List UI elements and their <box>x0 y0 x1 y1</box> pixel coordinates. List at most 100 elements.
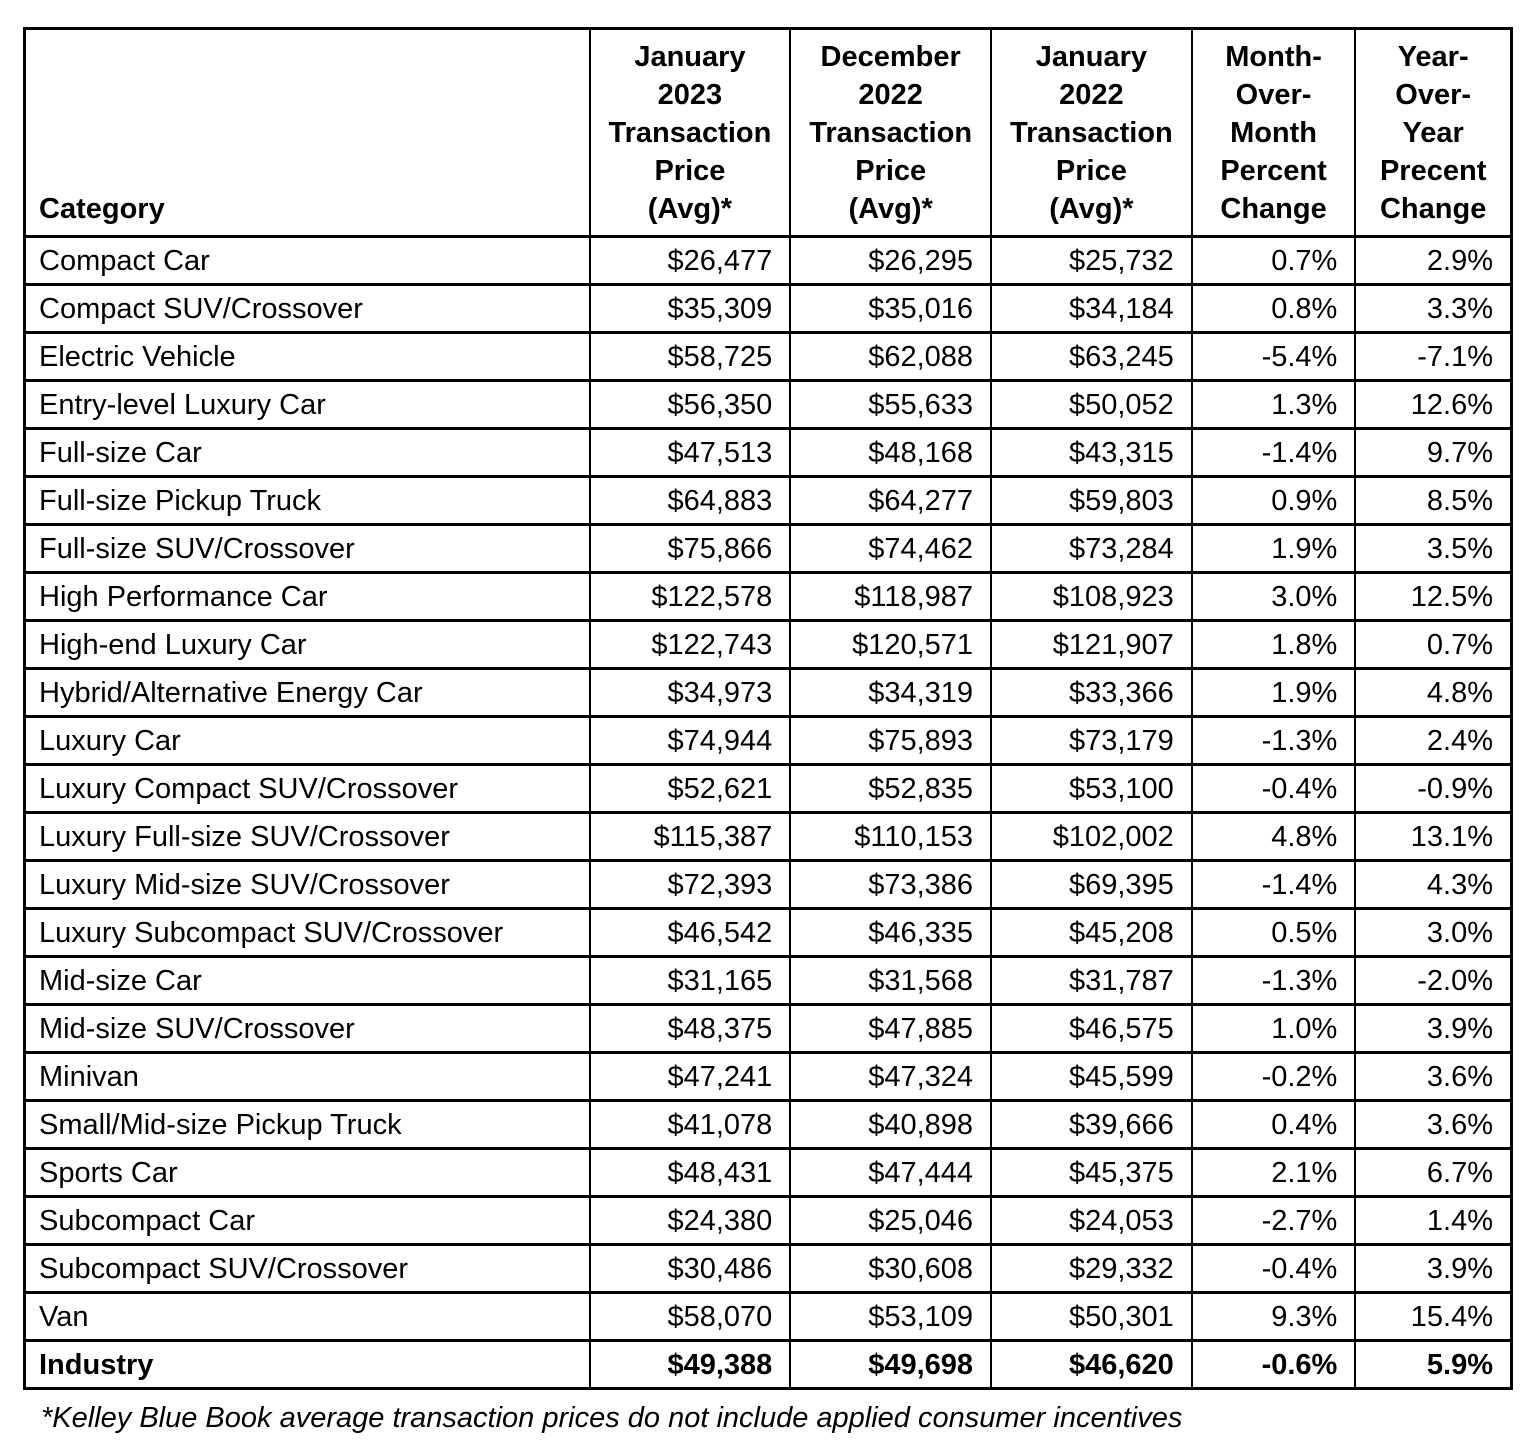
table-row: Luxury Mid-size SUV/Crossover $72,393 $73,… <box>23 859 1513 910</box>
table-row: High Performance Car $122,578 $118,987 $108… <box>23 571 1513 622</box>
price-cell: $24,053 <box>990 1195 1193 1246</box>
percent-cell: 6.7% <box>1354 1147 1513 1198</box>
column-header: January 2022 Transaction Price (Avg)* <box>990 27 1193 238</box>
table-row: Van $58,070 $53,109 $50,301 9.3% 15.4% <box>23 1291 1513 1342</box>
price-cell: $46,335 <box>789 907 993 958</box>
price-cell: $34,319 <box>789 667 993 718</box>
price-cell: $26,295 <box>789 235 993 286</box>
table-row: Hybrid/Alternative Energy Car $34,973 $34,… <box>23 667 1513 718</box>
category-cell: Compact Car <box>23 235 591 286</box>
percent-cell: -1.4% <box>1190 859 1357 910</box>
percent-cell: 3.5% <box>1354 523 1513 574</box>
table-row: Full-size Pickup Truck $64,883 $64,277 $59,… <box>23 475 1513 526</box>
price-cell: $49,388 <box>588 1339 792 1390</box>
category-cell: Luxury Mid-size SUV/Crossover <box>23 859 591 910</box>
price-cell: $75,866 <box>588 523 792 574</box>
price-cell: $33,366 <box>990 667 1193 718</box>
percent-cell: 3.0% <box>1190 571 1357 622</box>
price-cell: $52,835 <box>789 763 993 814</box>
price-cell: $45,375 <box>990 1147 1193 1198</box>
price-cell: $74,944 <box>588 715 792 766</box>
category-cell: Minivan <box>23 1051 591 1102</box>
price-cell: $31,787 <box>990 955 1193 1006</box>
table-row: High-end Luxury Car $122,743 $120,571 $121,… <box>23 619 1513 670</box>
percent-cell: -2.7% <box>1190 1195 1357 1246</box>
table-row: Small/Mid-size Pickup Truck $41,078 $40,89… <box>23 1099 1513 1150</box>
category-cell: Full-size SUV/Crossover <box>23 523 591 574</box>
price-cell: $53,109 <box>789 1291 993 1342</box>
price-cell: $122,578 <box>588 571 792 622</box>
price-cell: $25,732 <box>990 235 1193 286</box>
table-row: Compact Car $26,477 $26,295 $25,732 0.7% 2.9% <box>23 235 1513 286</box>
percent-cell: -5.4% <box>1190 331 1357 382</box>
category-cell: Subcompact Car <box>23 1195 591 1246</box>
price-cell: $26,477 <box>588 235 792 286</box>
percent-cell: -1.4% <box>1190 427 1357 478</box>
percent-cell: 12.5% <box>1354 571 1513 622</box>
percent-cell: 4.8% <box>1354 667 1513 718</box>
price-cell: $52,621 <box>588 763 792 814</box>
price-cell: $43,315 <box>990 427 1193 478</box>
price-cell: $24,380 <box>588 1195 792 1246</box>
price-cell: $35,016 <box>789 283 993 334</box>
price-cell: $120,571 <box>789 619 993 670</box>
table-row: Entry-level Luxury Car $56,350 $55,633 $50,… <box>23 379 1513 430</box>
price-cell: $41,078 <box>588 1099 792 1150</box>
price-cell: $58,725 <box>588 331 792 382</box>
price-cell: $39,666 <box>990 1099 1193 1150</box>
percent-cell: -0.2% <box>1190 1051 1357 1102</box>
category-cell: Luxury Compact SUV/Crossover <box>23 763 591 814</box>
percent-cell: -1.3% <box>1190 715 1357 766</box>
category-cell: Compact SUV/Crossover <box>23 283 591 334</box>
price-cell: $73,179 <box>990 715 1193 766</box>
table-row: Subcompact SUV/Crossover $30,486 $30,608 $2… <box>23 1243 1513 1294</box>
percent-cell: 4.3% <box>1354 859 1513 910</box>
percent-cell: 0.8% <box>1190 283 1357 334</box>
transaction-price-table: Category January 2023 Transaction Price (… <box>23 27 1513 1390</box>
price-cell: $75,893 <box>789 715 993 766</box>
price-cell: $47,324 <box>789 1051 993 1102</box>
price-cell: $118,987 <box>789 571 993 622</box>
category-cell: Mid-size SUV/Crossover <box>23 1003 591 1054</box>
price-cell: $48,431 <box>588 1147 792 1198</box>
price-cell: $64,883 <box>588 475 792 526</box>
category-cell: Entry-level Luxury Car <box>23 379 591 430</box>
price-cell: $46,620 <box>990 1339 1193 1390</box>
table-row: Luxury Compact SUV/Crossover $52,621 $52,8… <box>23 763 1513 814</box>
industry-row: Industry $49,388 $49,698 $46,620 -0.6% 5.9% <box>23 1339 1513 1390</box>
price-cell: $63,245 <box>990 331 1193 382</box>
percent-cell: 9.7% <box>1354 427 1513 478</box>
price-cell: $47,241 <box>588 1051 792 1102</box>
column-header: January 2023 Transaction Price (Avg)* <box>588 27 792 238</box>
price-cell: $122,743 <box>588 619 792 670</box>
price-cell: $46,575 <box>990 1003 1193 1054</box>
table-body: Compact Car $26,477 $26,295 $25,732 0.7% 2.9%… <box>23 235 1513 1390</box>
table-row: Luxury Subcompact SUV/Crossover $46,542 $4… <box>23 907 1513 958</box>
price-cell: $45,599 <box>990 1051 1193 1102</box>
price-cell: $53,100 <box>990 763 1193 814</box>
percent-cell: 1.9% <box>1190 523 1357 574</box>
price-cell: $40,898 <box>789 1099 993 1150</box>
percent-cell: 0.4% <box>1190 1099 1357 1150</box>
percent-cell: 15.4% <box>1354 1291 1513 1342</box>
price-cell: $35,309 <box>588 283 792 334</box>
column-header: December 2022 Transaction Price (Avg)* <box>789 27 993 238</box>
category-cell: Van <box>23 1291 591 1342</box>
category-cell: Hybrid/Alternative Energy Car <box>23 667 591 718</box>
percent-cell: -0.6% <box>1190 1339 1357 1390</box>
percent-cell: 1.0% <box>1190 1003 1357 1054</box>
column-header: Year- Over- Year Precent Change <box>1354 27 1513 238</box>
price-cell: $64,277 <box>789 475 993 526</box>
percent-cell: 0.7% <box>1354 619 1513 670</box>
percent-cell: -0.4% <box>1190 763 1357 814</box>
price-cell: $73,386 <box>789 859 993 910</box>
price-cell: $47,513 <box>588 427 792 478</box>
percent-cell: -0.4% <box>1190 1243 1357 1294</box>
price-cell: $108,923 <box>990 571 1193 622</box>
percent-cell: 3.6% <box>1354 1099 1513 1150</box>
percent-cell: 2.9% <box>1354 235 1513 286</box>
category-cell: Luxury Car <box>23 715 591 766</box>
percent-cell: 0.7% <box>1190 235 1357 286</box>
percent-cell: 2.1% <box>1190 1147 1357 1198</box>
